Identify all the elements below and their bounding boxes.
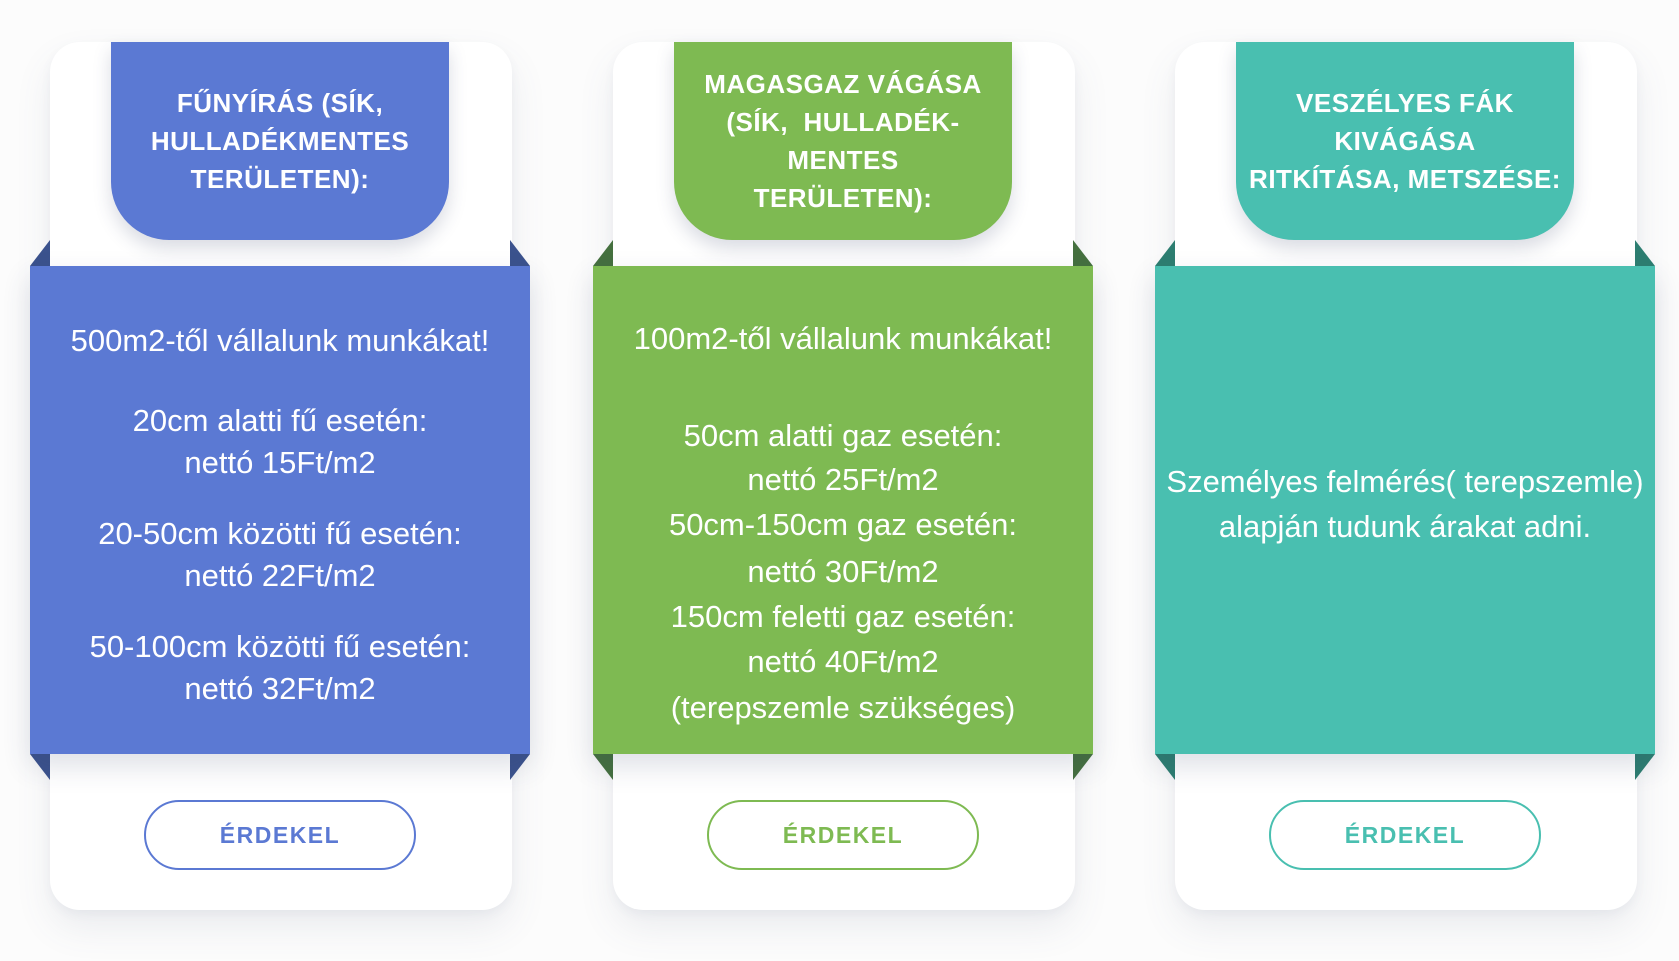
ribbon-fold-bottom-left (593, 754, 613, 780)
price-text-line: nettó 32Ft/m2 (184, 671, 376, 706)
card-title-line: (SÍK, HULLADÉK- (726, 107, 960, 137)
card-title-line: KIVÁGÁSA (1334, 126, 1476, 156)
pricing-card-funyiras: FŰNYÍRÁS (SÍK, HULLADÉKMENTES TERÜLETEN)… (30, 0, 530, 961)
price-panel: 500m2-től vállalunk munkákat! 20cm alatt… (30, 266, 530, 754)
pricing-card-veszelyes-fak: VESZÉLYES FÁK KIVÁGÁSA RITKÍTÁSA, METSZÉ… (1155, 0, 1655, 961)
card-title-line: MAGASGAZ VÁGÁSA (704, 69, 982, 99)
ribbon-fold-bottom-right (510, 754, 530, 780)
card-title-line: FŰNYÍRÁS (SÍK, (176, 88, 384, 118)
ribbon-fold-top-left (593, 240, 613, 266)
price-text-line: 50-100cm közötti fű esetén: (89, 629, 471, 664)
price-text-line: (terepszemle szükséges) (670, 690, 1016, 725)
ribbon-fold-bottom-left (30, 754, 50, 780)
erdekel-button[interactable]: ÉRDEKEL (1269, 800, 1541, 870)
price-text-line: 50cm alatti gaz esetén: (683, 418, 1003, 453)
ribbon-fold-top-left (1155, 240, 1175, 266)
price-text-line: nettó 40Ft/m2 (747, 644, 939, 679)
price-text-line: 500m2-től vállalunk munkákat! (70, 323, 490, 358)
price-text-line: alapján tudunk árakat adni. (1218, 509, 1592, 544)
erdekel-button[interactable]: ÉRDEKEL (144, 800, 416, 870)
price-text-line: nettó 30Ft/m2 (747, 554, 939, 589)
card-title-line: MENTES (787, 145, 899, 175)
price-text-line: nettó 25Ft/m2 (747, 462, 939, 497)
price-text-line: nettó 15Ft/m2 (184, 445, 376, 480)
ribbon-fold-bottom-left (1155, 754, 1175, 780)
card-title-line: RITKÍTÁSA, METSZÉSE: (1249, 164, 1561, 194)
erdekel-button[interactable]: ÉRDEKEL (707, 800, 979, 870)
ribbon-fold-bottom-right (1635, 754, 1655, 780)
price-text-line: 100m2-től vállalunk munkákat! (633, 321, 1053, 356)
card-title-line: TERÜLETEN): (753, 183, 933, 213)
card-title-line: HULLADÉKMENTES (150, 126, 410, 156)
price-text-line: 150cm feletti gaz esetén: (670, 599, 1016, 634)
ribbon-fold-top-left (30, 240, 50, 266)
price-text-line: Személyes felmérés( terepszemle) (1166, 464, 1644, 499)
price-text-line: 20cm alatti fű esetén: (132, 403, 428, 438)
price-panel: Személyes felmérés( terepszemle) alapján… (1155, 266, 1655, 754)
price-text-line: 20-50cm közötti fű esetén: (98, 516, 462, 551)
card-header-tab: VESZÉLYES FÁK KIVÁGÁSA RITKÍTÁSA, METSZÉ… (1236, 42, 1574, 240)
ribbon-fold-top-right (510, 240, 530, 266)
price-text-line: nettó 22Ft/m2 (184, 558, 376, 593)
price-text-line: 50cm-150cm gaz esetén: (668, 507, 1018, 542)
card-title-line: TERÜLETEN): (190, 164, 370, 194)
card-header-tab: MAGASGAZ VÁGÁSA (SÍK, HULLADÉK- MENTES T… (674, 42, 1012, 240)
card-title-line: VESZÉLYES FÁK (1296, 88, 1514, 118)
ribbon-fold-top-right (1635, 240, 1655, 266)
ribbon-fold-top-right (1073, 240, 1093, 266)
card-header-tab: FŰNYÍRÁS (SÍK, HULLADÉKMENTES TERÜLETEN)… (111, 42, 449, 240)
ribbon-fold-bottom-right (1073, 754, 1093, 780)
price-panel: 100m2-től vállalunk munkákat! 50cm alatt… (593, 266, 1093, 754)
pricing-card-magasgaz: MAGASGAZ VÁGÁSA (SÍK, HULLADÉK- MENTES T… (593, 0, 1093, 961)
